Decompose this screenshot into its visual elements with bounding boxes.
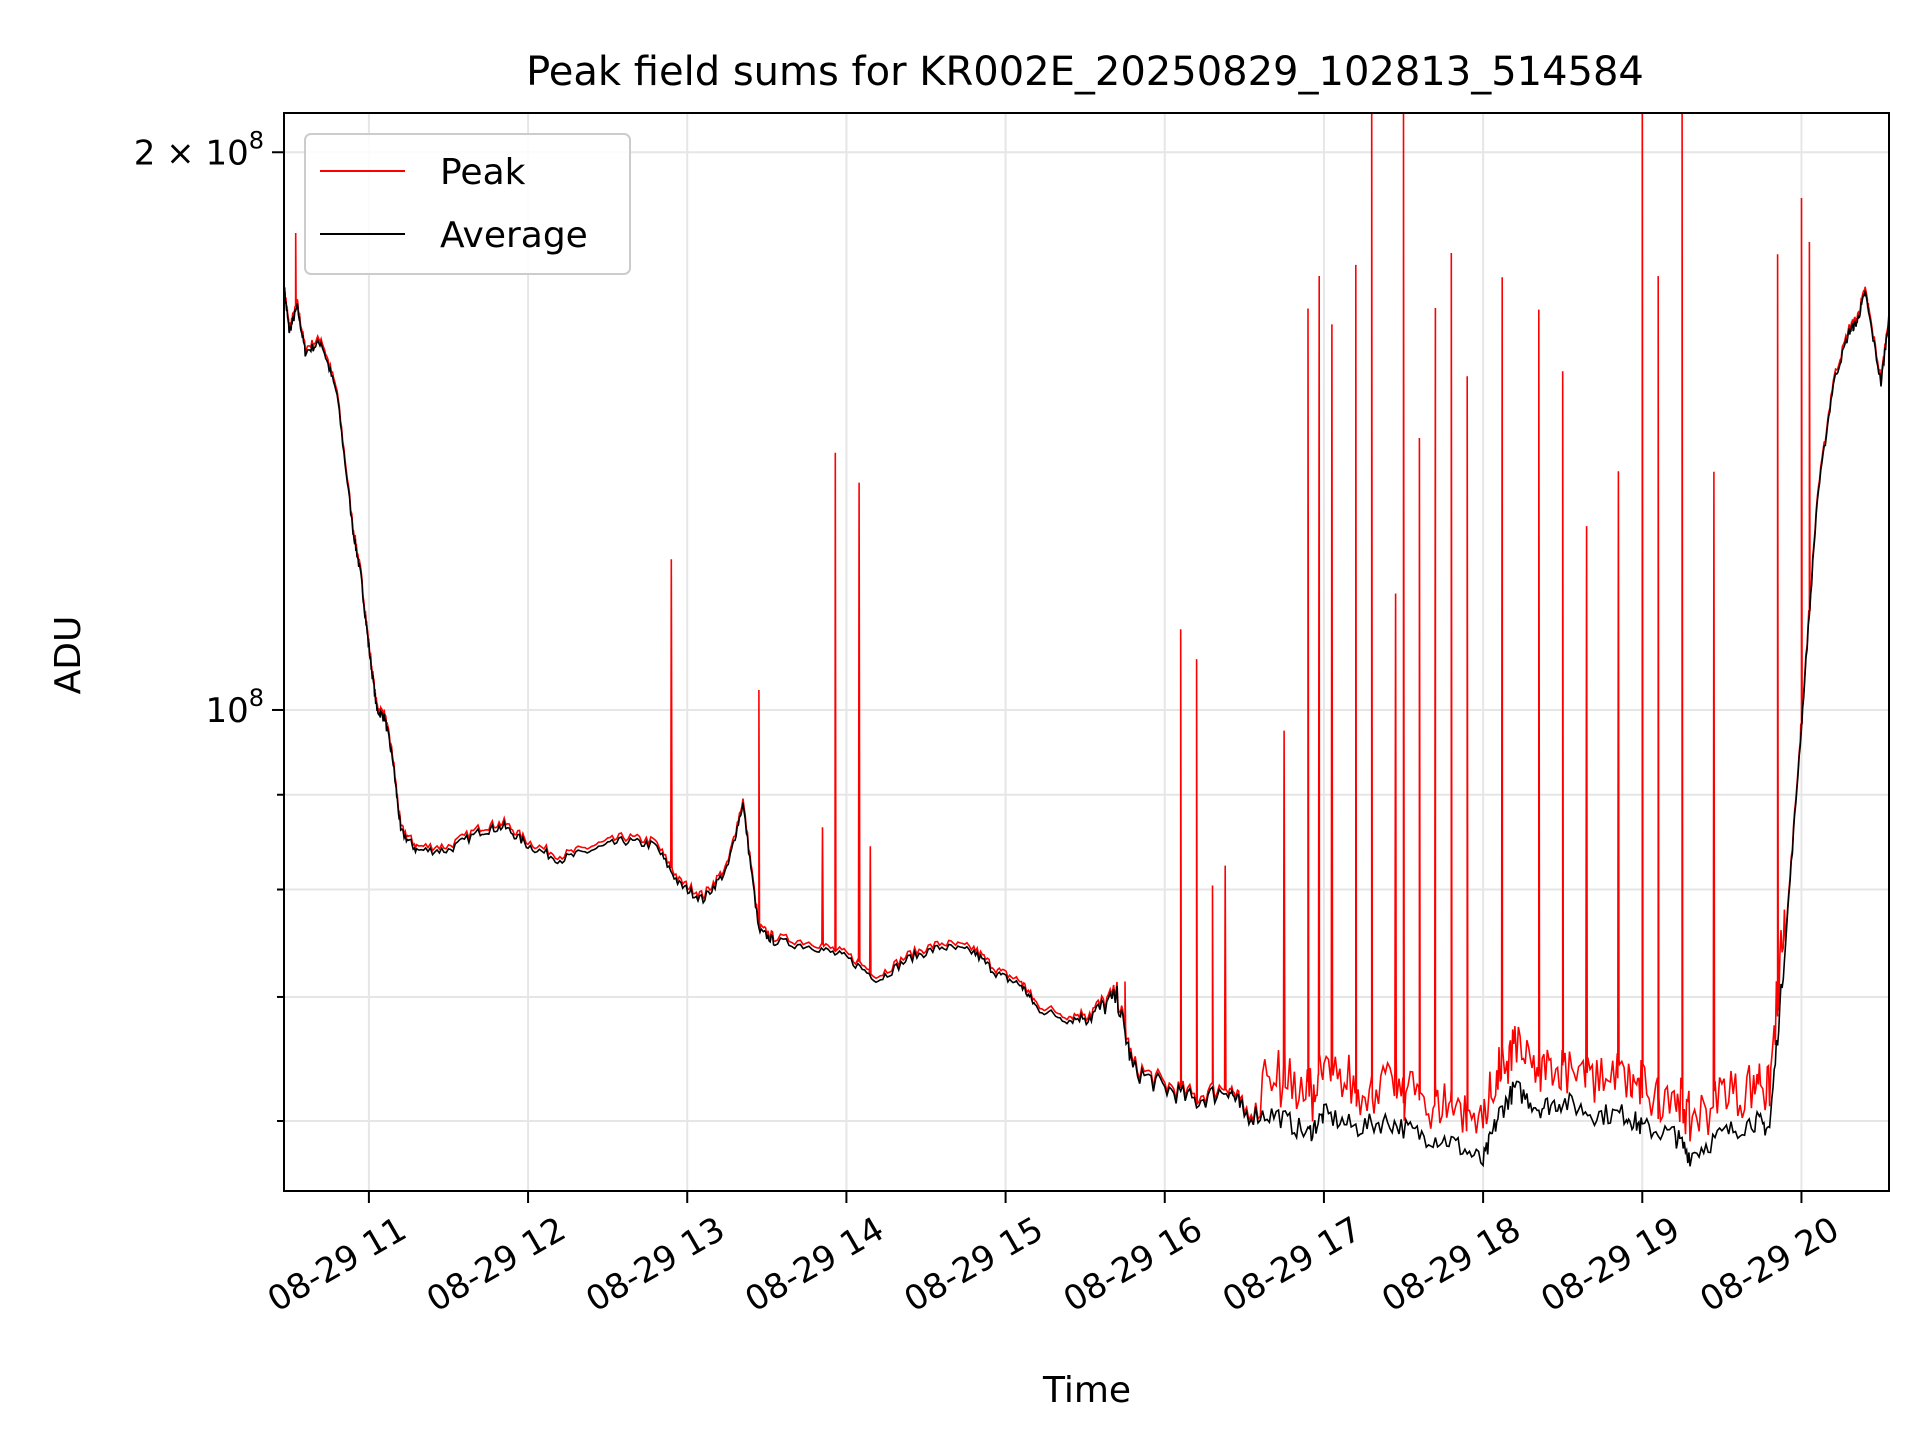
chart-title: Peak field sums for KR002E_20250829_1028… [526,49,1644,95]
y-tick-label-exponent: 8 [249,126,264,154]
y-tick-label: 2 × 108 [134,126,264,173]
y-axis-label: ADU [48,616,89,695]
legend: Peak Average [304,133,631,275]
y-tick-label-exponent: 8 [249,684,264,712]
plot-frame [283,112,1890,1192]
y-tick-label-base: 2 × 10 [134,133,249,173]
average-line [284,290,1889,1168]
x-axis-label: Time [1042,1370,1131,1411]
series-average [284,290,1889,1168]
y-tick-label: 108 [205,684,264,731]
legend-box [304,133,631,275]
legend-average-label: Average [440,215,588,256]
y-tick-label-base: 10 [205,691,248,731]
legend-peak-label: Peak [440,152,526,193]
